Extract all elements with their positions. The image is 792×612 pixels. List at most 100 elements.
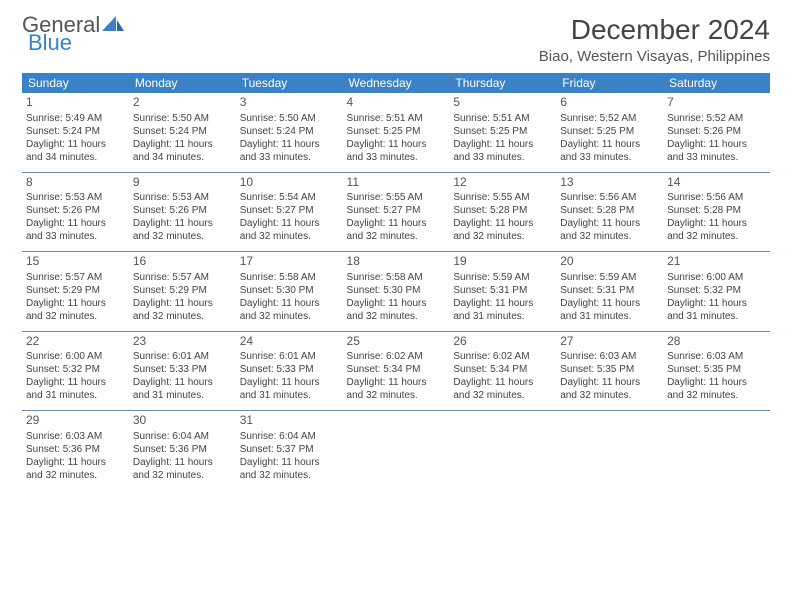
sunset-line: Sunset: 5:37 PM bbox=[240, 443, 339, 456]
daylight-line: Daylight: 11 hours and 32 minutes. bbox=[667, 376, 766, 402]
daylight-line: Daylight: 11 hours and 32 minutes. bbox=[133, 297, 232, 323]
sunset-line: Sunset: 5:25 PM bbox=[453, 125, 552, 138]
calendar-day-cell: 31Sunrise: 6:04 AMSunset: 5:37 PMDayligh… bbox=[236, 411, 343, 490]
calendar-day-cell: 15Sunrise: 5:57 AMSunset: 5:29 PMDayligh… bbox=[22, 252, 129, 332]
calendar-day-cell: 8Sunrise: 5:53 AMSunset: 5:26 PMDaylight… bbox=[22, 172, 129, 252]
sunrise-line: Sunrise: 5:57 AM bbox=[133, 271, 232, 284]
daylight-line: Daylight: 11 hours and 33 minutes. bbox=[26, 217, 125, 243]
sunrise-line: Sunrise: 5:50 AM bbox=[133, 112, 232, 125]
calendar-day-cell bbox=[343, 411, 450, 490]
sunrise-line: Sunrise: 5:52 AM bbox=[667, 112, 766, 125]
day-number: 25 bbox=[347, 334, 446, 350]
title-block: December 2024 Biao, Western Visayas, Phi… bbox=[539, 14, 770, 65]
day-header: Wednesday bbox=[343, 73, 450, 93]
sunset-line: Sunset: 5:27 PM bbox=[240, 204, 339, 217]
calendar-day-cell bbox=[449, 411, 556, 490]
location-subtitle: Biao, Western Visayas, Philippines bbox=[539, 48, 770, 65]
day-number: 17 bbox=[240, 254, 339, 270]
daylight-line: Daylight: 11 hours and 31 minutes. bbox=[667, 297, 766, 323]
daylight-line: Daylight: 11 hours and 31 minutes. bbox=[26, 376, 125, 402]
sunset-line: Sunset: 5:31 PM bbox=[560, 284, 659, 297]
daylight-line: Daylight: 11 hours and 33 minutes. bbox=[240, 138, 339, 164]
sunrise-line: Sunrise: 5:51 AM bbox=[453, 112, 552, 125]
sunrise-line: Sunrise: 5:53 AM bbox=[26, 191, 125, 204]
daylight-line: Daylight: 11 hours and 32 minutes. bbox=[240, 297, 339, 323]
daylight-line: Daylight: 11 hours and 32 minutes. bbox=[347, 217, 446, 243]
calendar-day-cell: 28Sunrise: 6:03 AMSunset: 5:35 PMDayligh… bbox=[663, 331, 770, 411]
sunset-line: Sunset: 5:33 PM bbox=[240, 363, 339, 376]
day-number: 3 bbox=[240, 95, 339, 111]
day-header: Thursday bbox=[449, 73, 556, 93]
day-number: 13 bbox=[560, 175, 659, 191]
sunset-line: Sunset: 5:26 PM bbox=[26, 204, 125, 217]
calendar-day-cell: 6Sunrise: 5:52 AMSunset: 5:25 PMDaylight… bbox=[556, 93, 663, 172]
calendar-day-cell: 3Sunrise: 5:50 AMSunset: 5:24 PMDaylight… bbox=[236, 93, 343, 172]
calendar-week-row: 22Sunrise: 6:00 AMSunset: 5:32 PMDayligh… bbox=[22, 331, 770, 411]
sunset-line: Sunset: 5:29 PM bbox=[26, 284, 125, 297]
calendar-day-cell bbox=[663, 411, 770, 490]
calendar-day-cell: 17Sunrise: 5:58 AMSunset: 5:30 PMDayligh… bbox=[236, 252, 343, 332]
calendar-day-cell: 23Sunrise: 6:01 AMSunset: 5:33 PMDayligh… bbox=[129, 331, 236, 411]
daylight-line: Daylight: 11 hours and 31 minutes. bbox=[560, 297, 659, 323]
daylight-line: Daylight: 11 hours and 33 minutes. bbox=[667, 138, 766, 164]
sunrise-line: Sunrise: 5:50 AM bbox=[240, 112, 339, 125]
daylight-line: Daylight: 11 hours and 32 minutes. bbox=[133, 456, 232, 482]
day-number: 29 bbox=[26, 413, 125, 429]
calendar-day-cell: 18Sunrise: 5:58 AMSunset: 5:30 PMDayligh… bbox=[343, 252, 450, 332]
day-number: 18 bbox=[347, 254, 446, 270]
sunset-line: Sunset: 5:34 PM bbox=[453, 363, 552, 376]
sunrise-line: Sunrise: 5:56 AM bbox=[667, 191, 766, 204]
day-number: 28 bbox=[667, 334, 766, 350]
sunset-line: Sunset: 5:24 PM bbox=[240, 125, 339, 138]
day-number: 20 bbox=[560, 254, 659, 270]
calendar-day-cell: 19Sunrise: 5:59 AMSunset: 5:31 PMDayligh… bbox=[449, 252, 556, 332]
calendar-day-cell: 22Sunrise: 6:00 AMSunset: 5:32 PMDayligh… bbox=[22, 331, 129, 411]
day-number: 12 bbox=[453, 175, 552, 191]
day-header: Tuesday bbox=[236, 73, 343, 93]
calendar-week-row: 15Sunrise: 5:57 AMSunset: 5:29 PMDayligh… bbox=[22, 252, 770, 332]
sunset-line: Sunset: 5:35 PM bbox=[560, 363, 659, 376]
sunrise-line: Sunrise: 5:58 AM bbox=[240, 271, 339, 284]
daylight-line: Daylight: 11 hours and 32 minutes. bbox=[560, 376, 659, 402]
day-number: 21 bbox=[667, 254, 766, 270]
calendar-day-cell: 24Sunrise: 6:01 AMSunset: 5:33 PMDayligh… bbox=[236, 331, 343, 411]
daylight-line: Daylight: 11 hours and 31 minutes. bbox=[453, 297, 552, 323]
sunrise-line: Sunrise: 5:49 AM bbox=[26, 112, 125, 125]
day-number: 4 bbox=[347, 95, 446, 111]
day-number: 19 bbox=[453, 254, 552, 270]
calendar-table: Sunday Monday Tuesday Wednesday Thursday… bbox=[22, 73, 770, 490]
sunrise-line: Sunrise: 5:53 AM bbox=[133, 191, 232, 204]
sunrise-line: Sunrise: 6:00 AM bbox=[667, 271, 766, 284]
day-header: Monday bbox=[129, 73, 236, 93]
sunset-line: Sunset: 5:24 PM bbox=[26, 125, 125, 138]
day-header: Saturday bbox=[663, 73, 770, 93]
day-number: 7 bbox=[667, 95, 766, 111]
sunset-line: Sunset: 5:25 PM bbox=[560, 125, 659, 138]
calendar-day-cell: 10Sunrise: 5:54 AMSunset: 5:27 PMDayligh… bbox=[236, 172, 343, 252]
daylight-line: Daylight: 11 hours and 32 minutes. bbox=[240, 217, 339, 243]
logo: General Blue bbox=[22, 14, 124, 54]
sunrise-line: Sunrise: 5:57 AM bbox=[26, 271, 125, 284]
sunrise-line: Sunrise: 6:02 AM bbox=[453, 350, 552, 363]
daylight-line: Daylight: 11 hours and 33 minutes. bbox=[453, 138, 552, 164]
sunset-line: Sunset: 5:28 PM bbox=[453, 204, 552, 217]
day-number: 23 bbox=[133, 334, 232, 350]
sunset-line: Sunset: 5:29 PM bbox=[133, 284, 232, 297]
daylight-line: Daylight: 11 hours and 32 minutes. bbox=[667, 217, 766, 243]
sunset-line: Sunset: 5:36 PM bbox=[26, 443, 125, 456]
sunrise-line: Sunrise: 5:59 AM bbox=[560, 271, 659, 284]
sunrise-line: Sunrise: 5:56 AM bbox=[560, 191, 659, 204]
day-number: 5 bbox=[453, 95, 552, 111]
day-number: 9 bbox=[133, 175, 232, 191]
sunset-line: Sunset: 5:34 PM bbox=[347, 363, 446, 376]
daylight-line: Daylight: 11 hours and 32 minutes. bbox=[26, 297, 125, 323]
sunset-line: Sunset: 5:31 PM bbox=[453, 284, 552, 297]
page-header: General Blue December 2024 Biao, Western… bbox=[22, 14, 770, 65]
day-number: 8 bbox=[26, 175, 125, 191]
calendar-day-cell: 30Sunrise: 6:04 AMSunset: 5:36 PMDayligh… bbox=[129, 411, 236, 490]
calendar-day-cell: 29Sunrise: 6:03 AMSunset: 5:36 PMDayligh… bbox=[22, 411, 129, 490]
sunrise-line: Sunrise: 6:02 AM bbox=[347, 350, 446, 363]
day-number: 1 bbox=[26, 95, 125, 111]
sunrise-line: Sunrise: 6:03 AM bbox=[667, 350, 766, 363]
logo-text-blue: Blue bbox=[28, 32, 124, 54]
